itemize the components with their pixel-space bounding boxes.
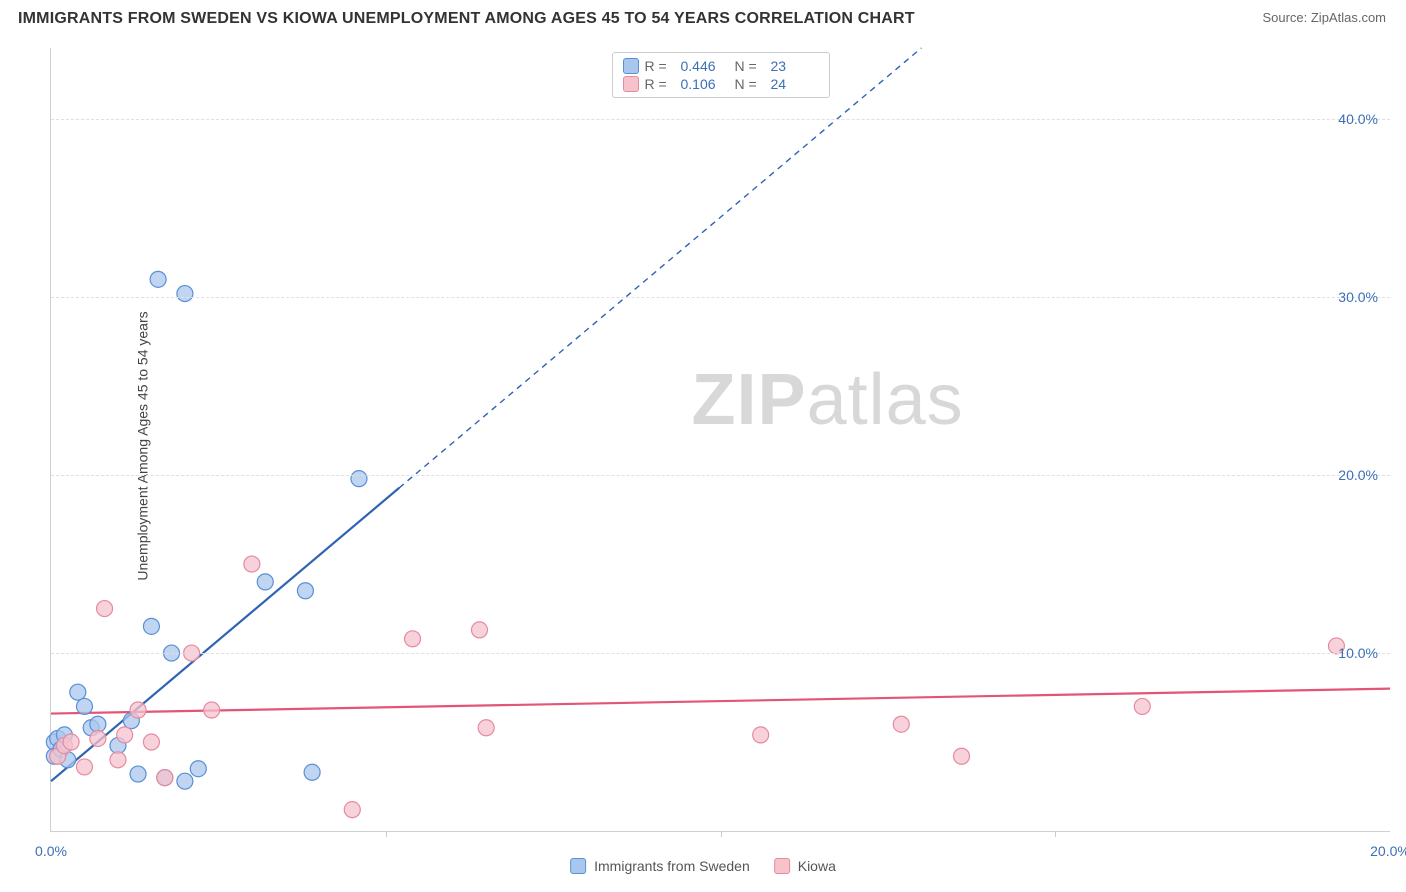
data-point <box>90 730 106 746</box>
y-tick-label: 30.0% <box>1338 289 1378 305</box>
data-point <box>110 752 126 768</box>
data-point <box>471 622 487 638</box>
data-point <box>304 764 320 780</box>
data-point <box>244 556 260 572</box>
data-point <box>257 574 273 590</box>
data-point <box>143 734 159 750</box>
data-point <box>130 702 146 718</box>
data-point <box>177 773 193 789</box>
data-point <box>97 601 113 617</box>
y-tick-label: 40.0% <box>1338 111 1378 127</box>
data-point <box>117 727 133 743</box>
x-tick <box>1055 831 1056 837</box>
data-point <box>76 698 92 714</box>
scatter-plot <box>51 48 1390 831</box>
data-point <box>157 770 173 786</box>
data-point <box>405 631 421 647</box>
data-point <box>70 684 86 700</box>
gridline-h <box>51 653 1390 654</box>
data-point <box>893 716 909 732</box>
source-label: Source: ZipAtlas.com <box>1262 10 1386 25</box>
data-point <box>344 802 360 818</box>
x-tick-label: 20.0% <box>1370 843 1406 859</box>
data-point <box>478 720 494 736</box>
data-point <box>351 471 367 487</box>
data-point <box>954 748 970 764</box>
gridline-h <box>51 475 1390 476</box>
trend-line <box>51 689 1390 714</box>
chart-area: ZIPatlas R =0.446N =23R =0.106N =24 10.0… <box>50 48 1390 832</box>
x-tick <box>386 831 387 837</box>
data-point <box>150 271 166 287</box>
gridline-h <box>51 297 1390 298</box>
data-point <box>753 727 769 743</box>
legend-item: Immigrants from Sweden <box>570 858 750 874</box>
data-point <box>143 618 159 634</box>
series-legend: Immigrants from Sweden Kiowa <box>570 858 836 874</box>
data-point <box>76 759 92 775</box>
gridline-h <box>51 119 1390 120</box>
legend-item: Kiowa <box>774 858 836 874</box>
x-tick <box>721 831 722 837</box>
data-point <box>1134 698 1150 714</box>
data-point <box>130 766 146 782</box>
legend-label: Immigrants from Sweden <box>594 858 750 874</box>
chart-title: IMMIGRANTS FROM SWEDEN VS KIOWA UNEMPLOY… <box>18 10 915 28</box>
y-tick-label: 20.0% <box>1338 467 1378 483</box>
legend-swatch <box>774 858 790 874</box>
data-point <box>204 702 220 718</box>
data-point <box>297 583 313 599</box>
x-tick-label: 0.0% <box>35 843 67 859</box>
legend-swatch <box>570 858 586 874</box>
legend-label: Kiowa <box>798 858 836 874</box>
trend-line-dashed <box>399 48 921 488</box>
data-point <box>177 286 193 302</box>
data-point <box>190 761 206 777</box>
data-point <box>90 716 106 732</box>
data-point <box>63 734 79 750</box>
y-tick-label: 10.0% <box>1338 645 1378 661</box>
